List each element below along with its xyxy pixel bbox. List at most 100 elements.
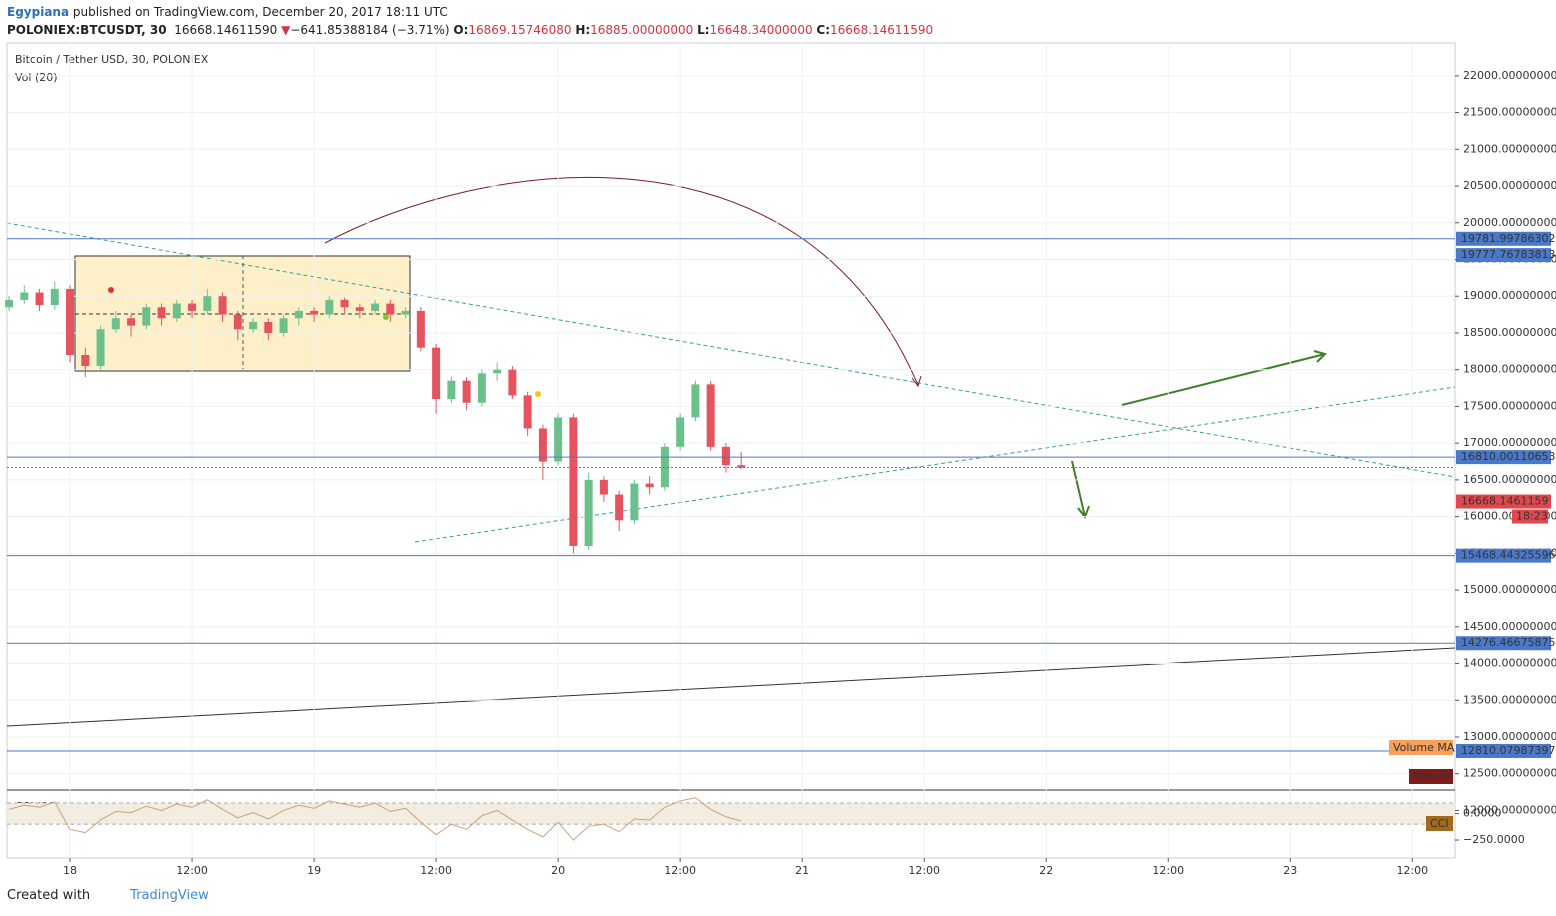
candle-body [5, 299, 14, 308]
candle-body [203, 296, 212, 311]
price-tag [1456, 494, 1551, 509]
countdown-tag [1512, 509, 1548, 524]
h-label: H: [575, 23, 591, 37]
y-tick-label: 17500.00000000 [1463, 399, 1556, 412]
x-tick-label: 21 [795, 864, 809, 877]
y-tick-label: 12500.00000000 [1463, 767, 1556, 780]
candle-body [66, 288, 75, 355]
x-tick-label: 12:00 [420, 864, 452, 877]
y-tick-label: 19000.00000000 [1463, 289, 1556, 302]
countdown: 18:23 [1516, 510, 1548, 523]
candle-body [676, 417, 685, 447]
candle-body [538, 428, 547, 462]
header: Egypiana published on TradingView.com, D… [7, 3, 933, 39]
arrow-head [911, 375, 922, 388]
x-tick-label: 12:00 [176, 864, 208, 877]
y-tick-label: 13500.00000000 [1463, 693, 1556, 706]
candle-body [416, 310, 425, 348]
candle-body [264, 321, 273, 333]
cci-tick-label: −250.0000 [1463, 833, 1525, 846]
l-label: L: [697, 23, 710, 37]
y-tick-label: 17000.00000000 [1463, 436, 1556, 449]
vol-tag [1409, 769, 1453, 784]
high: 16885.00000000 [590, 23, 694, 37]
plot-frame [6, 42, 1456, 859]
marker [383, 314, 389, 320]
published: published on TradingView.com, December 2… [72, 5, 448, 19]
price-tag-label: 16810.00110653 [1461, 450, 1555, 463]
vol-ma-label: Volume MA [1393, 741, 1455, 754]
candle-body [35, 292, 44, 306]
arc-arrow [324, 177, 919, 386]
candle-body [142, 307, 151, 326]
price-tag [1456, 248, 1551, 263]
price-tag [1456, 636, 1551, 651]
candle-body [660, 446, 669, 488]
candle-body [523, 395, 532, 429]
o-label: O: [453, 23, 469, 37]
price-tag-label: 19781.99786302 [1461, 232, 1555, 245]
y-tick-label: 16500.00000000 [1463, 473, 1556, 486]
trend-line [6, 222, 1456, 478]
candle-body [294, 310, 303, 319]
y-tick-label: 15000.00000000 [1463, 583, 1556, 596]
y-tick-label: 20500.00000000 [1463, 179, 1556, 192]
last: 16668.14611590 [174, 23, 278, 37]
x-tick-label: 12:00 [664, 864, 696, 877]
y-tick-label: 21500.00000000 [1463, 106, 1556, 119]
candle-body [310, 310, 319, 315]
candle-body [325, 299, 334, 315]
price-tag [1456, 743, 1551, 758]
candle-body [569, 417, 578, 547]
candle-body [737, 465, 746, 468]
price-tag-label: 14276.46675875 [1461, 636, 1555, 649]
candle-body [249, 321, 258, 330]
candle-body [111, 318, 120, 330]
candle-body [386, 303, 395, 315]
price-tag [1456, 548, 1551, 563]
candle-body [508, 369, 517, 396]
candle-body [691, 384, 700, 418]
candle-body [218, 296, 227, 315]
cci-band [7, 803, 1455, 825]
author[interactable]: Egypiana [7, 5, 70, 19]
y-tick-label: 14000.00000000 [1463, 657, 1556, 670]
candle-body [615, 494, 624, 521]
candle-body [127, 318, 136, 326]
y-tick-label: 18500.00000000 [1463, 326, 1556, 339]
candle-body [355, 307, 364, 311]
x-tick-label: 18 [63, 864, 77, 877]
candle-body [401, 310, 410, 315]
arrow-up [1121, 350, 1327, 406]
y-tick-label: 20000.00000000 [1463, 216, 1556, 229]
price-tag [1456, 450, 1551, 465]
candle-body [462, 380, 471, 403]
y-tick-label: 14500.00000000 [1463, 620, 1556, 633]
price-tag-label: 15468.44325596 [1461, 549, 1555, 562]
y-tick-label: 13000.00000000 [1463, 730, 1556, 743]
brand[interactable]: TradingView [130, 888, 209, 903]
symbol: POLONIEX:BTCUSDT, 30 [7, 23, 167, 37]
candle-body [279, 318, 288, 333]
cci-line [8, 797, 742, 841]
x-tick-label: 19 [307, 864, 321, 877]
vol-label: Volume [1413, 770, 1454, 783]
created: Created with [7, 888, 91, 903]
candle-body [432, 347, 441, 400]
candle-body [447, 380, 456, 400]
x-tick-label: 22 [1039, 864, 1053, 877]
price-tag-label: 12810.07987397 [1461, 744, 1555, 757]
candle-body [81, 354, 90, 367]
y-tick-label: 12000.00000000 [1463, 803, 1556, 816]
cci-label: CCI [1430, 817, 1449, 830]
marker [108, 287, 114, 293]
candle-body [477, 373, 486, 403]
open: 16869.15746080 [468, 23, 572, 37]
vol-ma-tag [1389, 740, 1453, 755]
price-tag-label: 16668.1461159 [1461, 495, 1548, 508]
x-tick-label: 12:00 [1152, 864, 1184, 877]
candle-body [706, 384, 715, 447]
candle-body [50, 288, 59, 306]
